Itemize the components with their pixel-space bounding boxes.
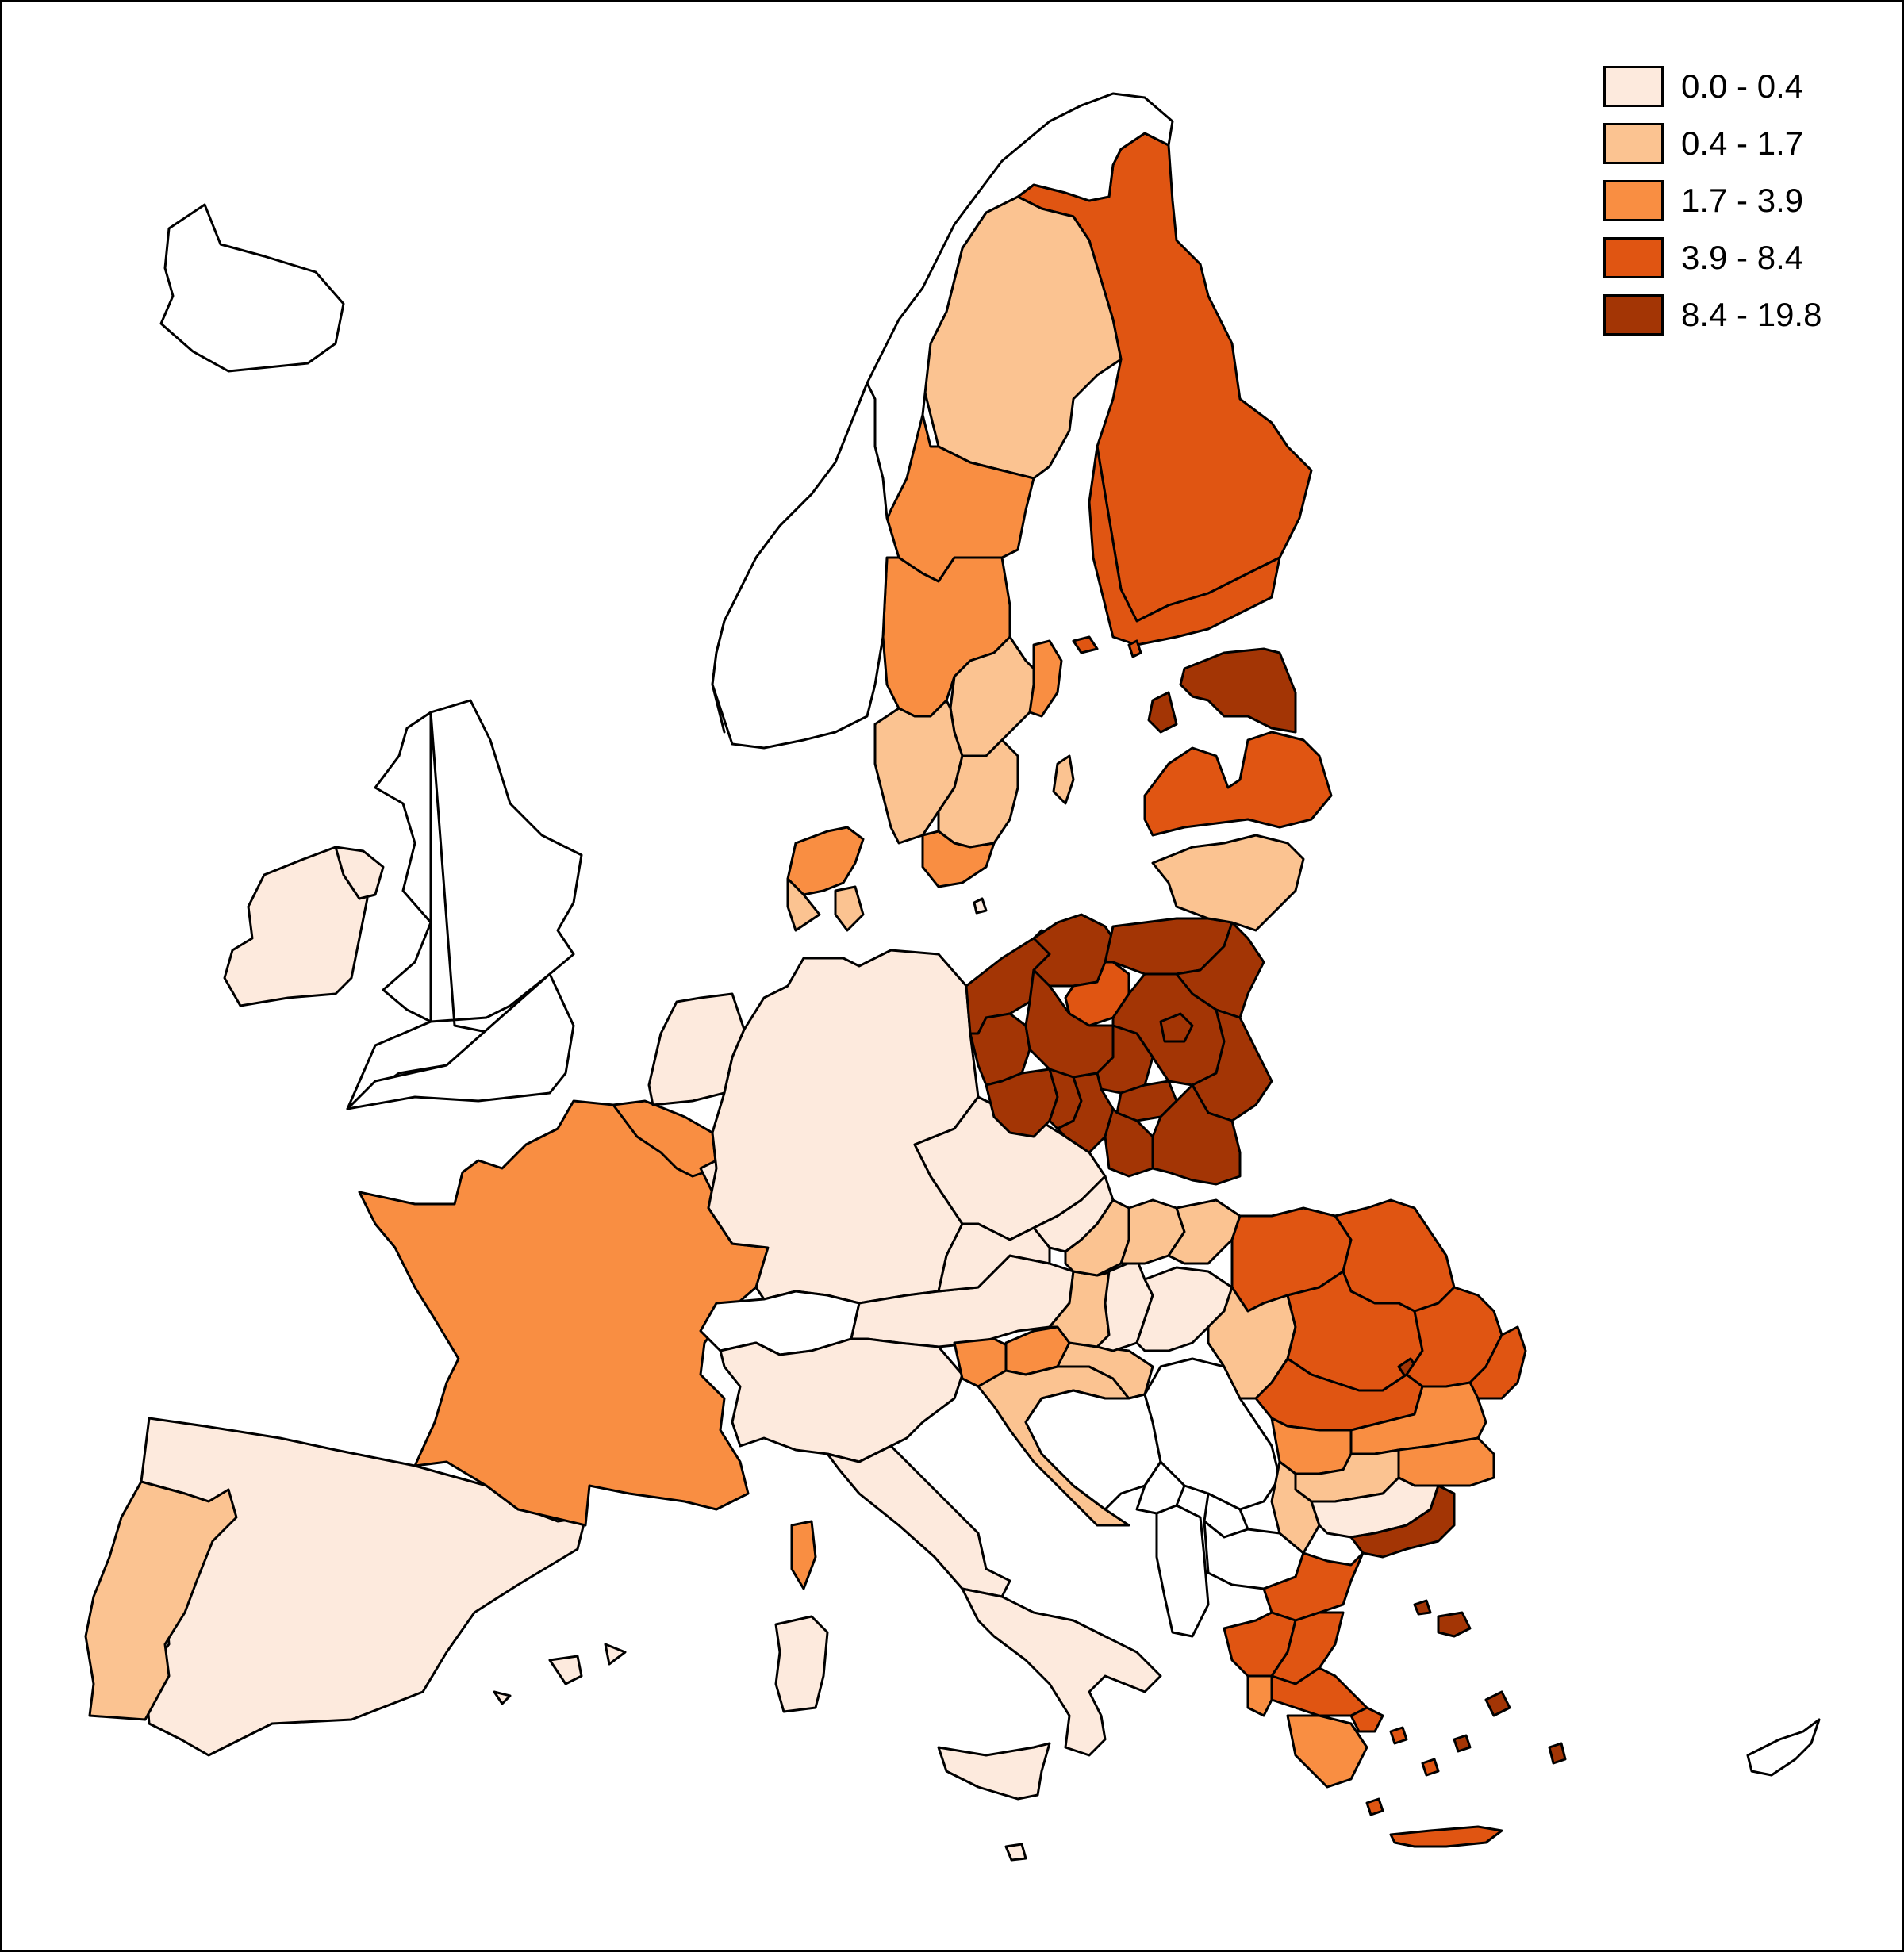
- region-hungary-east: [1135, 1266, 1234, 1352]
- legend-item: 1.7 - 3.9: [1603, 172, 1873, 229]
- legend-label: 3.9 - 8.4: [1681, 239, 1804, 276]
- region-denmark-south: [786, 877, 821, 932]
- region-slovakia-east: [1167, 1198, 1242, 1265]
- region-latvia: [1143, 731, 1333, 837]
- legend-label: 8.4 - 19.8: [1681, 296, 1822, 333]
- legend-label: 0.0 - 0.4: [1681, 67, 1804, 105]
- legend-item: 0.0 - 0.4: [1603, 58, 1873, 115]
- region-corsica: [790, 1520, 817, 1590]
- region-gotland: [1052, 754, 1075, 805]
- region-cyprus: [1746, 1718, 1821, 1777]
- region-poland-lodzkie: [1096, 1024, 1154, 1095]
- region-greece-peloponnese: [1286, 1714, 1368, 1789]
- region-sweden-stockholm: [1028, 639, 1063, 718]
- region-greece-cyclades: [1365, 1726, 1440, 1816]
- region-bosnia: [1024, 1389, 1162, 1511]
- legend: 0.0 - 0.4 0.4 - 1.7 1.7 - 3.9 3.9 - 8.4 …: [1603, 58, 1873, 343]
- legend-swatch: [1603, 294, 1664, 336]
- region-northern-ireland: [334, 846, 385, 900]
- region-estonia: [1179, 647, 1297, 734]
- region-greece-crete: [1389, 1825, 1503, 1848]
- legend-swatch: [1603, 123, 1664, 164]
- region-aland: [1072, 635, 1142, 658]
- region-iceland: [159, 203, 345, 373]
- region-denmark-jutland: [786, 826, 865, 896]
- legend-swatch: [1603, 237, 1664, 278]
- legend-item: 3.9 - 8.4: [1603, 229, 1873, 286]
- region-bornholm: [973, 897, 988, 915]
- region-albania: [1155, 1504, 1210, 1638]
- region-balearic-islands: [493, 1643, 627, 1705]
- legend-item: 0.4 - 1.7: [1603, 115, 1873, 172]
- region-greece-dodecanese: [1453, 1690, 1567, 1765]
- region-greece-thrace: [1349, 1484, 1456, 1559]
- region-italy-north: [719, 1337, 964, 1463]
- legend-label: 0.4 - 1.7: [1681, 125, 1804, 162]
- region-lithuania: [1151, 834, 1305, 932]
- region-finland-south: [1088, 445, 1281, 646]
- region-greece-attica: [1349, 1706, 1384, 1733]
- region-sardinia: [774, 1615, 829, 1713]
- region-romania-dobrogea: [1468, 1325, 1527, 1400]
- region-italy-south: [961, 1587, 1162, 1757]
- region-malta: [1004, 1843, 1027, 1862]
- region-greece-ionian: [1246, 1674, 1273, 1717]
- region-poland-slaskie: [1056, 1072, 1115, 1154]
- region-poland-podkarpackie: [1151, 1083, 1242, 1186]
- legend-swatch: [1603, 66, 1664, 107]
- legend-item: 8.4 - 19.8: [1603, 286, 1873, 343]
- legend-swatch: [1603, 180, 1664, 221]
- region-greece-lesvos: [1413, 1599, 1472, 1638]
- region-sicily: [937, 1742, 1051, 1801]
- region-zealand: [834, 885, 865, 932]
- region-italy-central: [826, 1444, 1012, 1598]
- region-great-britain-south: [346, 972, 575, 1110]
- region-sweden-skane: [921, 830, 996, 888]
- region-norway-southwest: [711, 382, 900, 750]
- region-estonia-island: [1147, 691, 1178, 734]
- region-portugal: [84, 1480, 238, 1721]
- region-poland-warsaw: [1159, 1012, 1194, 1043]
- region-czechia-south: [937, 1222, 1051, 1293]
- legend-label: 1.7 - 3.9: [1681, 182, 1804, 219]
